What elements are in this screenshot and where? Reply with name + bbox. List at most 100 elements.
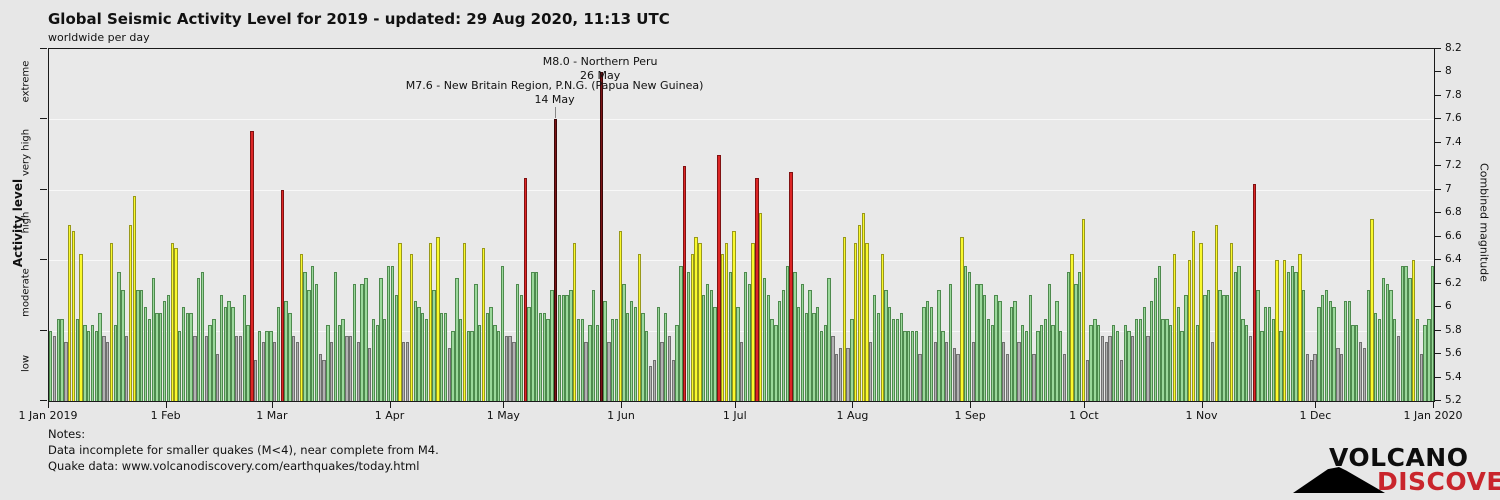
bar-oct-18 xyxy=(1150,301,1154,401)
bar-dec-3 xyxy=(1324,289,1329,401)
bar-jun-10 xyxy=(656,307,660,401)
bar-aug-11 xyxy=(891,318,896,401)
bar-aug-14 xyxy=(903,330,907,401)
bar-jan-13 xyxy=(94,330,98,401)
bar-jul-19 xyxy=(804,313,808,401)
bar-apr-12 xyxy=(432,289,436,401)
x-axis-label: 1 Jul xyxy=(722,409,747,422)
bar-jan-23 xyxy=(132,195,136,401)
page-subtitle: worldwide per day xyxy=(48,31,150,44)
bar-sep-28 xyxy=(1074,283,1078,401)
right-axis-tick xyxy=(1434,329,1441,331)
bar-jan-14 xyxy=(98,313,102,401)
bar-feb-5 xyxy=(181,307,186,401)
bar-may-14 xyxy=(553,119,558,401)
bar-nov-19 xyxy=(1271,318,1275,401)
bar-aug-13 xyxy=(899,313,903,401)
bar-dec-28 xyxy=(1419,354,1424,401)
x-axis-tick xyxy=(852,401,854,408)
bar-nov-15 xyxy=(1256,289,1260,401)
bar-dec-7 xyxy=(1339,354,1344,401)
right-axis-tick xyxy=(1434,141,1441,143)
bar-apr-17 xyxy=(451,330,455,401)
bar-may-2 xyxy=(508,336,512,401)
gridline-m7 xyxy=(49,189,1434,191)
bar-sep-7 xyxy=(994,295,998,401)
bar-jan-22 xyxy=(128,225,133,401)
bar-mar-13 xyxy=(318,354,322,401)
bar-oct-24 xyxy=(1172,254,1177,401)
bar-mar-7 xyxy=(295,342,300,401)
bar-jun-27 xyxy=(721,254,725,401)
bar-oct-22 xyxy=(1165,318,1169,401)
bar-aug-3 xyxy=(861,213,865,401)
bar-feb-7 xyxy=(189,313,193,401)
bar-dec-8 xyxy=(1343,301,1348,401)
bar-jun-11 xyxy=(660,342,664,401)
bar-apr-13 xyxy=(436,236,440,401)
bar-feb-11 xyxy=(204,336,209,401)
bar-feb-13 xyxy=(212,318,216,401)
notes-line-1: Data incomplete for smaller quakes (M<4)… xyxy=(48,443,439,458)
bar-mar-31 xyxy=(386,266,391,401)
bar-aug-18 xyxy=(918,354,922,401)
bar-oct-11 xyxy=(1123,324,1127,401)
bar-jul-31 xyxy=(850,318,854,401)
bar-jul-22 xyxy=(815,307,820,401)
bar-feb-18 xyxy=(231,307,235,401)
x-axis-label: 1 Oct xyxy=(1069,409,1099,422)
bar-sep-26 xyxy=(1066,271,1070,401)
bar-aug-22 xyxy=(933,342,938,401)
bar-may-22 xyxy=(584,342,588,401)
bar-aug-25 xyxy=(945,342,949,401)
bar-apr-19 xyxy=(459,318,463,401)
bar-jan-20 xyxy=(121,289,125,401)
bar-sep-13 xyxy=(1017,342,1021,401)
bar-aug-29 xyxy=(960,236,964,401)
bar-dec-16 xyxy=(1374,313,1378,401)
bar-oct-6 xyxy=(1104,342,1108,401)
bar-jul-16 xyxy=(793,271,797,401)
bar-oct-5 xyxy=(1100,336,1105,401)
bar-mar-8 xyxy=(299,254,303,401)
bar-aug-12 xyxy=(895,318,900,401)
bar-feb-22 xyxy=(246,324,250,401)
bar-sep-10 xyxy=(1005,354,1010,401)
bar-aug-17 xyxy=(914,330,919,401)
bar-jan-3 xyxy=(56,318,60,401)
bar-oct-23 xyxy=(1169,324,1173,401)
bar-apr-3 xyxy=(398,242,402,401)
annotation-label: M7.6 - New Britain Region, P.N.G. (Papua… xyxy=(405,79,704,92)
annotation-label: M8.0 - Northern Peru xyxy=(542,55,658,68)
annotation-date: 26 May xyxy=(579,69,621,82)
bar-apr-28 xyxy=(493,324,497,401)
bar-mar-12 xyxy=(314,283,319,401)
bar-jun-1 xyxy=(622,283,626,401)
page-title: Global Seismic Activity Level for 2019 -… xyxy=(48,10,670,28)
bar-apr-26 xyxy=(485,313,489,401)
notes-heading: Notes: xyxy=(48,427,86,441)
x-axis-label: 1 Aug xyxy=(836,409,869,422)
bar-nov-18 xyxy=(1267,307,1272,401)
bar-apr-22 xyxy=(470,330,474,401)
bar-jan-2 xyxy=(52,336,57,401)
right-axis-tick xyxy=(1434,165,1441,167)
bar-sep-17 xyxy=(1032,354,1036,401)
bar-dec-30 xyxy=(1427,318,1431,401)
bar-jul-25 xyxy=(827,277,831,401)
bar-feb-12 xyxy=(208,324,212,401)
bar-oct-13 xyxy=(1131,336,1135,401)
right-axis-tick xyxy=(1434,376,1441,378)
bar-nov-9 xyxy=(1233,271,1237,401)
bar-mar-21 xyxy=(348,336,353,401)
bar-apr-21 xyxy=(466,330,471,401)
bar-apr-2 xyxy=(394,295,398,401)
x-axis-tick xyxy=(1201,401,1203,408)
x-axis-tick xyxy=(165,401,167,408)
bar-sep-16 xyxy=(1028,295,1032,401)
bar-sep-9 xyxy=(1002,342,1006,401)
bar-apr-15 xyxy=(443,313,448,401)
bar-jan-1 xyxy=(49,330,53,401)
bar-oct-21 xyxy=(1161,318,1165,401)
left-axis-tick xyxy=(40,400,47,401)
